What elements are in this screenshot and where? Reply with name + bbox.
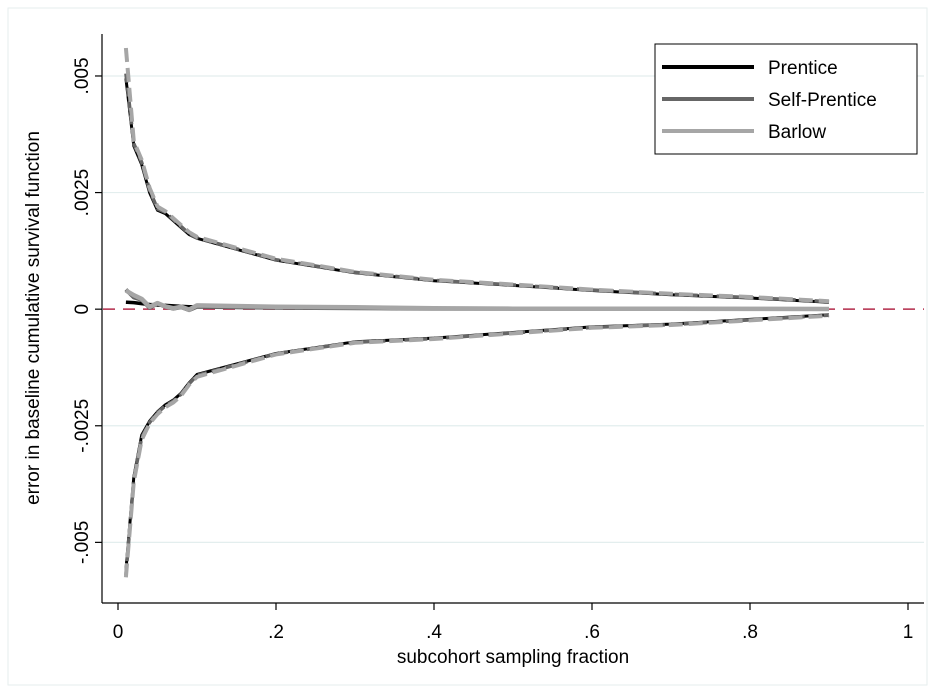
y-tick-label: -.005	[72, 521, 93, 564]
x-axis-ticks: 0 .2 .4 .6 .8 1	[113, 603, 914, 643]
legend: Prentice Self-Prentice Barlow	[654, 43, 918, 155]
legend-label-prentice: Prentice	[768, 58, 838, 79]
barlow-upper-bound-line	[123, 47, 830, 304]
legend-label-self-prentice: Self-Prentice	[768, 90, 877, 111]
x-axis-title: subcohort sampling fraction	[397, 647, 629, 668]
x-tick-label: .2	[268, 622, 284, 643]
series-lines	[123, 47, 830, 578]
x-tick-label: .8	[742, 622, 758, 643]
axes	[101, 34, 924, 604]
y-axis-title: error in baseline cumulative survival fu…	[23, 131, 44, 505]
x-tick-label: 0	[113, 622, 124, 643]
x-tick-label: .6	[584, 622, 600, 643]
x-tick-label: .4	[426, 622, 442, 643]
x-tick-label: 1	[903, 622, 914, 643]
y-axis-ticks: -.005 -.0025 0 .0025 .005	[72, 57, 102, 564]
barlow-lower-bound-line	[123, 313, 830, 578]
y-tick-label: 0	[72, 304, 93, 315]
y-tick-label: .0025	[72, 169, 93, 217]
y-tick-label: .005	[72, 57, 93, 94]
barlow-mean-line	[124, 288, 830, 312]
y-tick-label: -.0025	[72, 399, 93, 453]
legend-label-barlow: Barlow	[768, 122, 826, 143]
self-prentice-lower-bound-line	[124, 313, 830, 576]
